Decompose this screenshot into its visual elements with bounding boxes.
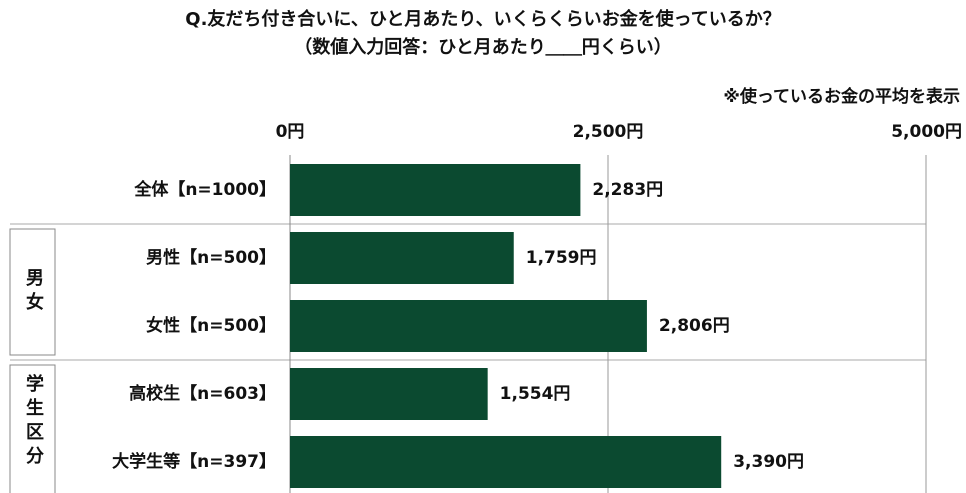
x-tick-label: 5,000円 [891, 122, 962, 142]
value-label: 2,283円 [592, 180, 663, 200]
chart-title: Q.友だち付き合いに、ひと月あたり、いくらくらいお金を使っているか？ [185, 8, 780, 30]
value-label: 1,759円 [526, 248, 597, 268]
bar [290, 368, 488, 420]
y-tick-label: 大学生等【n=397】 [112, 451, 276, 472]
value-label: 2,806円 [659, 316, 730, 336]
y-tick-label: 全体【n=1000】 [133, 179, 276, 200]
bar [290, 232, 514, 284]
y-tick-label: 女性【n=500】 [146, 315, 276, 336]
group-label: 男女 [23, 268, 44, 316]
bar [290, 436, 722, 488]
y-tick-label: 男性【n=500】 [146, 247, 276, 268]
note: ※使っているお金の平均を表示 [723, 86, 960, 107]
x-tick-label: 0円 [276, 122, 305, 142]
value-label: 3,390円 [733, 452, 804, 472]
group-box [9, 364, 56, 493]
y-tick-label: 高校生【n=603】 [129, 383, 276, 404]
bar [290, 300, 647, 352]
group-box [9, 228, 56, 356]
x-tick-label: 2,500円 [573, 122, 644, 142]
group-label: 学生区分 [23, 373, 44, 470]
chart-subtitle: （数値入力回答：ひと月あたり＿＿円くらい） [294, 36, 671, 58]
value-label: 1,554円 [500, 384, 571, 404]
bar [290, 164, 581, 216]
